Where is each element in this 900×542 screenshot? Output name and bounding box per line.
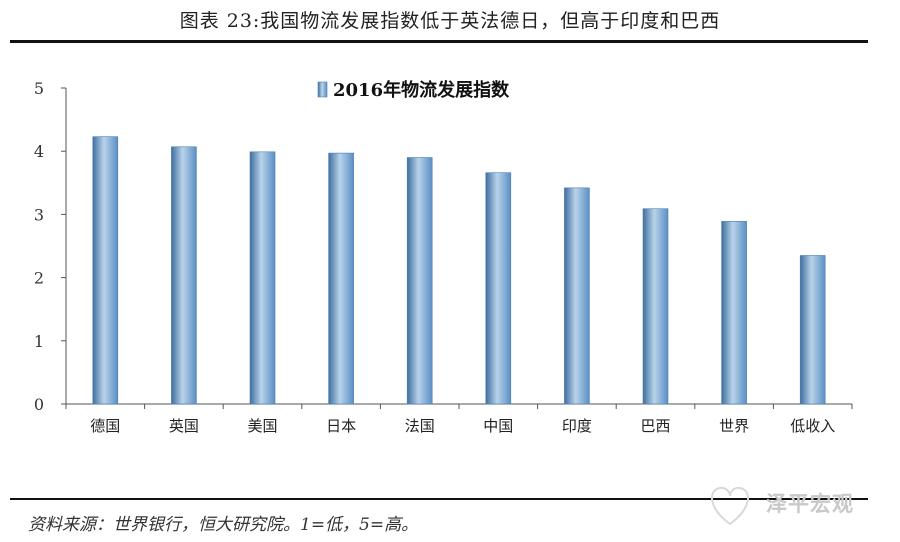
bar-美国	[249, 151, 276, 405]
bar-日本	[328, 152, 354, 405]
y-tick-label: 4	[34, 142, 44, 161]
x-tick-label: 英国	[169, 417, 199, 435]
bar-中国	[485, 172, 512, 405]
y-tick-label: 3	[34, 205, 44, 224]
x-tick-label: 中国	[483, 417, 513, 435]
x-tick-label: 印度	[562, 417, 592, 435]
x-tick-label: 美国	[247, 417, 277, 435]
legend-label: 2016年物流发展指数	[333, 79, 510, 101]
watermark-text: 泽平宏观	[766, 492, 854, 516]
watermark: 泽平宏观	[700, 478, 880, 534]
x-tick-label: 德国	[90, 417, 120, 435]
bar-低收入	[799, 255, 826, 405]
top-rule	[10, 40, 868, 43]
bar-印度	[564, 187, 590, 405]
x-tick-label: 法国	[405, 417, 435, 435]
x-tick-label: 世界	[719, 417, 749, 435]
x-tick-label: 低收入	[790, 417, 835, 435]
bar-巴西	[642, 208, 669, 405]
figure-title: 图表 23:我国物流发展指数低于英法德日，但高于印度和巴西	[179, 10, 721, 32]
bar-法国	[406, 157, 433, 405]
y-tick-label: 1	[34, 332, 44, 351]
y-tick-label: 0	[34, 395, 44, 414]
bar-德国	[92, 136, 119, 405]
watermark-logo-icon	[711, 486, 749, 526]
source-note: 资料来源：世界银行，恒大研究院。1=低，5=高。	[28, 515, 419, 535]
x-tick-label: 巴西	[640, 417, 670, 435]
y-tick-label: 2	[34, 269, 44, 288]
x-tick-label: 日本	[326, 417, 356, 435]
bottom-rule	[10, 498, 868, 500]
legend-swatch	[317, 81, 328, 98]
bar-英国	[171, 146, 197, 405]
y-tick-label: 5	[34, 79, 44, 98]
bar-世界	[721, 221, 747, 405]
